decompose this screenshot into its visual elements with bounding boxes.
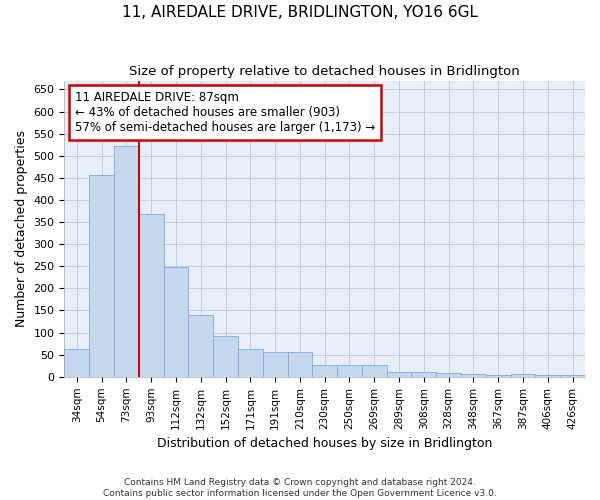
Bar	[238, 350, 263, 377]
Bar	[386, 372, 412, 377]
Title: Size of property relative to detached houses in Bridlington: Size of property relative to detached ho…	[130, 65, 520, 78]
Bar	[164, 267, 188, 377]
Bar	[64, 349, 89, 377]
Bar	[362, 365, 386, 377]
X-axis label: Distribution of detached houses by size in Bridlington: Distribution of detached houses by size …	[157, 437, 493, 450]
Bar	[213, 336, 238, 377]
Bar	[412, 372, 436, 377]
Bar	[139, 214, 164, 377]
Bar	[287, 352, 313, 377]
Bar	[535, 374, 560, 377]
Text: Contains HM Land Registry data © Crown copyright and database right 2024.
Contai: Contains HM Land Registry data © Crown c…	[103, 478, 497, 498]
Bar	[486, 374, 511, 377]
Bar	[89, 175, 114, 377]
Bar	[263, 352, 287, 377]
Text: 11, AIREDALE DRIVE, BRIDLINGTON, YO16 6GL: 11, AIREDALE DRIVE, BRIDLINGTON, YO16 6G…	[122, 5, 478, 20]
Bar	[560, 374, 585, 377]
Bar	[461, 374, 486, 377]
Bar	[313, 365, 337, 377]
Bar	[436, 374, 461, 377]
Y-axis label: Number of detached properties: Number of detached properties	[15, 130, 28, 327]
Bar	[188, 315, 213, 377]
Text: 11 AIREDALE DRIVE: 87sqm
← 43% of detached houses are smaller (903)
57% of semi-: 11 AIREDALE DRIVE: 87sqm ← 43% of detach…	[75, 91, 375, 134]
Bar	[114, 146, 139, 377]
Bar	[337, 366, 362, 377]
Bar	[511, 374, 535, 377]
